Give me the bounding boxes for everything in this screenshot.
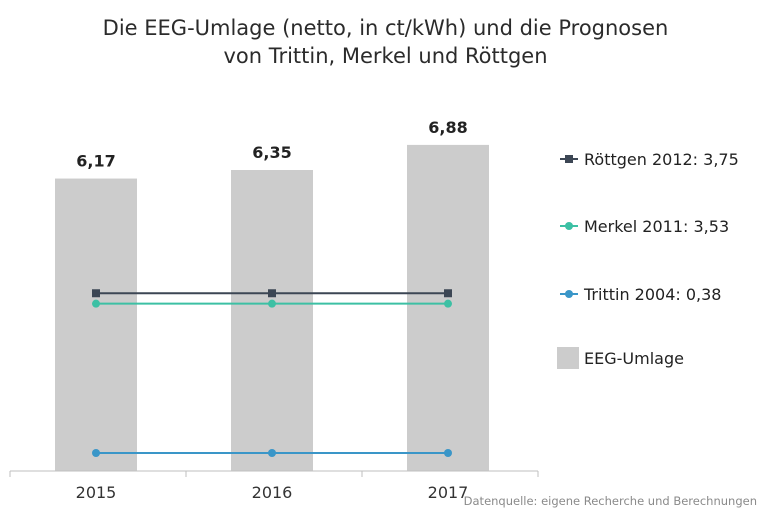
series-marker-0-0 (92, 289, 100, 298)
chart-title: Die EEG-Umlage (netto, in ct/kWh) und di… (0, 14, 771, 70)
bar-value-label-2017: 6,88 (428, 118, 467, 137)
legend-swatch-marker-2 (565, 290, 573, 298)
series-marker-2-2 (444, 448, 452, 457)
legend-label-1: Merkel 2011: 3,53 (584, 217, 729, 236)
series-marker-2-1 (268, 448, 276, 457)
bar-2017 (407, 144, 489, 471)
x-tick-label-2017: 2017 (428, 483, 469, 502)
series-marker-0-2 (444, 289, 452, 298)
data-source-note: Datenquelle: eigene Recherche und Berech… (463, 494, 757, 508)
series-marker-1-1 (268, 299, 276, 308)
x-tick-label-2016: 2016 (252, 483, 293, 502)
legend-swatch-marker-1 (565, 222, 573, 230)
bar-2016 (231, 170, 313, 471)
legend-label-0: Röttgen 2012: 3,75 (584, 150, 739, 169)
bar-2015 (55, 178, 137, 472)
bar-value-label-2015: 6,17 (76, 152, 115, 171)
chart-title-line-2: von Trittin, Merkel und Röttgen (223, 44, 548, 68)
legend-swatch-bar (557, 347, 579, 369)
chart-title-line-1: Die EEG-Umlage (netto, in ct/kWh) und di… (102, 16, 669, 40)
bar-value-label-2016: 6,35 (252, 143, 291, 162)
series-marker-2-0 (92, 448, 100, 457)
legend-label-bar: EEG-Umlage (584, 349, 684, 368)
series-marker-1-0 (92, 299, 100, 308)
legend-swatch-marker-0 (565, 155, 573, 163)
legend-label-2: Trittin 2004: 0,38 (583, 285, 721, 304)
series-marker-1-2 (444, 299, 452, 308)
series-marker-0-1 (268, 289, 276, 298)
x-tick-label-2015: 2015 (76, 483, 117, 502)
